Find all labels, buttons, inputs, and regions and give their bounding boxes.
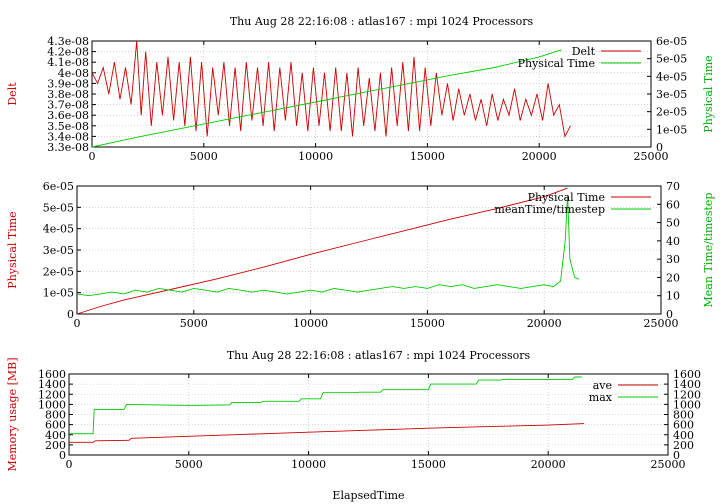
- chart3-y2tick-label: 1600: [673, 368, 701, 381]
- chart1-y2tick-label: 1e-05: [656, 123, 687, 136]
- chart3-y2tick-label: 1400: [673, 378, 701, 391]
- chart1-ytick-label: 4.1e-08: [47, 56, 89, 69]
- chart3-y2tick-label: 400: [673, 429, 694, 442]
- chart1-ytick-label: 3.3e-08: [47, 141, 89, 154]
- chart1-y2tick-label: 4e-05: [656, 70, 687, 83]
- chart3-xtick-label: 0: [66, 458, 73, 471]
- chart1-ytick-label: 4.2e-08: [47, 46, 89, 59]
- chart3-legend-label-1: ave: [593, 379, 612, 392]
- chart2-ytick-label: 4e-05: [43, 223, 74, 236]
- chart2-ytick-label: 3e-05: [43, 244, 74, 257]
- chart3-series-2-line: [69, 376, 582, 435]
- chart3-series-1-line: [69, 423, 585, 443]
- chart3-ytick-label: 400: [45, 429, 66, 442]
- chart2-xtick-label: 10000: [293, 317, 328, 330]
- chart2-y2tick-label: 20: [666, 271, 680, 284]
- chart3-ytick-label: 200: [45, 439, 66, 452]
- chart1-y2tick-label: 2e-05: [656, 106, 687, 119]
- chart3-y2tick-label: 0: [673, 449, 680, 462]
- chart2-y2tick-label: 40: [666, 235, 680, 248]
- chart3-ylabel: Memory usage [MB]: [6, 357, 19, 471]
- chart3-plot-frame: [68, 373, 669, 456]
- chart2-ytick-label: 5e-05: [43, 201, 74, 214]
- chart1-legend-label-2: Physical Time: [518, 57, 595, 70]
- chart2-ytick-label: 0: [67, 308, 74, 321]
- chart1-ytick-label: 3.6e-08: [47, 109, 89, 122]
- chart1-legend-label-1: Delt: [572, 45, 596, 58]
- chart3-xtick-label: 20000: [531, 458, 566, 471]
- chart1-ytick-label: 4.3e-08: [47, 35, 89, 48]
- chart2-xtick-label: 15000: [410, 317, 445, 330]
- chart2-y2tick-label: 30: [666, 253, 680, 266]
- chart2-series-2-line: [76, 195, 580, 297]
- chart2-y2label: Mean Time/timestep: [702, 193, 715, 308]
- chart2-y2tick-label: 0: [666, 308, 673, 321]
- chart3-xtick-label: 15000: [411, 458, 446, 471]
- chart1-ylabel: Delt: [6, 82, 19, 106]
- chart3-ytick-label: 800: [45, 409, 66, 422]
- chart1-xtick-label: 20000: [522, 150, 557, 163]
- chart3-ytick-label: 1200: [38, 388, 66, 401]
- chart1-y2label: Physical Time: [702, 55, 715, 132]
- chart2-y2tick-label: 50: [666, 217, 680, 230]
- chart1-series-1-line: [91, 40, 571, 138]
- chart1-y2tick-label: 3e-05: [656, 88, 687, 101]
- chart1-ytick-label: 3.5e-08: [47, 120, 89, 133]
- chart1-ytick-label: 3.8e-08: [47, 88, 89, 101]
- chart1-y2tick-label: 0: [656, 141, 663, 154]
- chart2-y2tick-label: 10: [666, 290, 680, 303]
- chart3-title: Thu Aug 28 22:16:08 : atlas167 : mpi 102…: [227, 349, 531, 362]
- chart3-xtick-label: 5000: [175, 458, 203, 471]
- chart1-series-2-line: [91, 49, 562, 148]
- chart3-y2tick-label: 600: [673, 419, 694, 432]
- chart1-xtick-label: 5000: [190, 150, 218, 163]
- chart1-title: Thu Aug 28 22:16:08 : atlas167 : mpi 102…: [230, 15, 534, 28]
- chart2-ytick-label: 6e-05: [43, 180, 74, 193]
- chart3-xtick-label: 10000: [291, 458, 326, 471]
- chart2-ytick-label: 1e-05: [43, 287, 74, 300]
- chart2-legend-label-1: Physical Time: [528, 191, 605, 204]
- chart2-xtick-label: 25000: [644, 317, 679, 330]
- chart1-ytick-label: 3.9e-08: [47, 77, 89, 90]
- chart1-ytick-label: 3.4e-08: [47, 130, 89, 143]
- chart2-series-1-line: [76, 187, 568, 315]
- chart3-ytick-label: 1600: [38, 368, 66, 381]
- chart3-ytick-label: 1400: [38, 378, 66, 391]
- chart1-xtick-label: 0: [89, 150, 96, 163]
- chart3-xtick-label: 25000: [651, 458, 686, 471]
- chart2-y2tick-label: 70: [666, 180, 680, 193]
- chart3-y2tick-label: 1000: [673, 398, 701, 411]
- chart2-ylabel: Physical Time: [6, 211, 19, 288]
- chart2-xtick-label: 5000: [180, 317, 208, 330]
- chart2-xtick-label: 0: [74, 317, 81, 330]
- chart2-y2tick-label: 60: [666, 198, 680, 211]
- chart3-y2tick-label: 1200: [673, 388, 701, 401]
- chart3-ytick-label: 0: [59, 449, 66, 462]
- chart3-xlabel: ElapsedTime: [332, 489, 404, 502]
- chart1-plot-frame: [91, 40, 652, 148]
- chart2-ytick-label: 2e-05: [43, 265, 74, 278]
- chart1-y2tick-label: 5e-05: [656, 53, 687, 66]
- chart2-xtick-label: 20000: [527, 317, 562, 330]
- chart1-ytick-label: 3.7e-08: [47, 99, 89, 112]
- chart1-y2tick-label: 6e-05: [656, 35, 687, 48]
- chart3-y2tick-label: 200: [673, 439, 694, 452]
- chart1-ytick-label: 4e-08: [58, 67, 89, 80]
- chart3-ytick-label: 600: [45, 419, 66, 432]
- chart2-legend-label-2: meanTime/timestep: [494, 203, 605, 216]
- chart3-legend-label-2: max: [589, 391, 613, 404]
- chart1-xtick-label: 15000: [410, 150, 445, 163]
- chart3-ytick-label: 1000: [38, 398, 66, 411]
- chart1-xtick-label: 25000: [634, 150, 669, 163]
- chart2-plot-frame: [76, 185, 662, 315]
- chart1-xtick-label: 10000: [298, 150, 333, 163]
- chart3-y2tick-label: 800: [673, 409, 694, 422]
